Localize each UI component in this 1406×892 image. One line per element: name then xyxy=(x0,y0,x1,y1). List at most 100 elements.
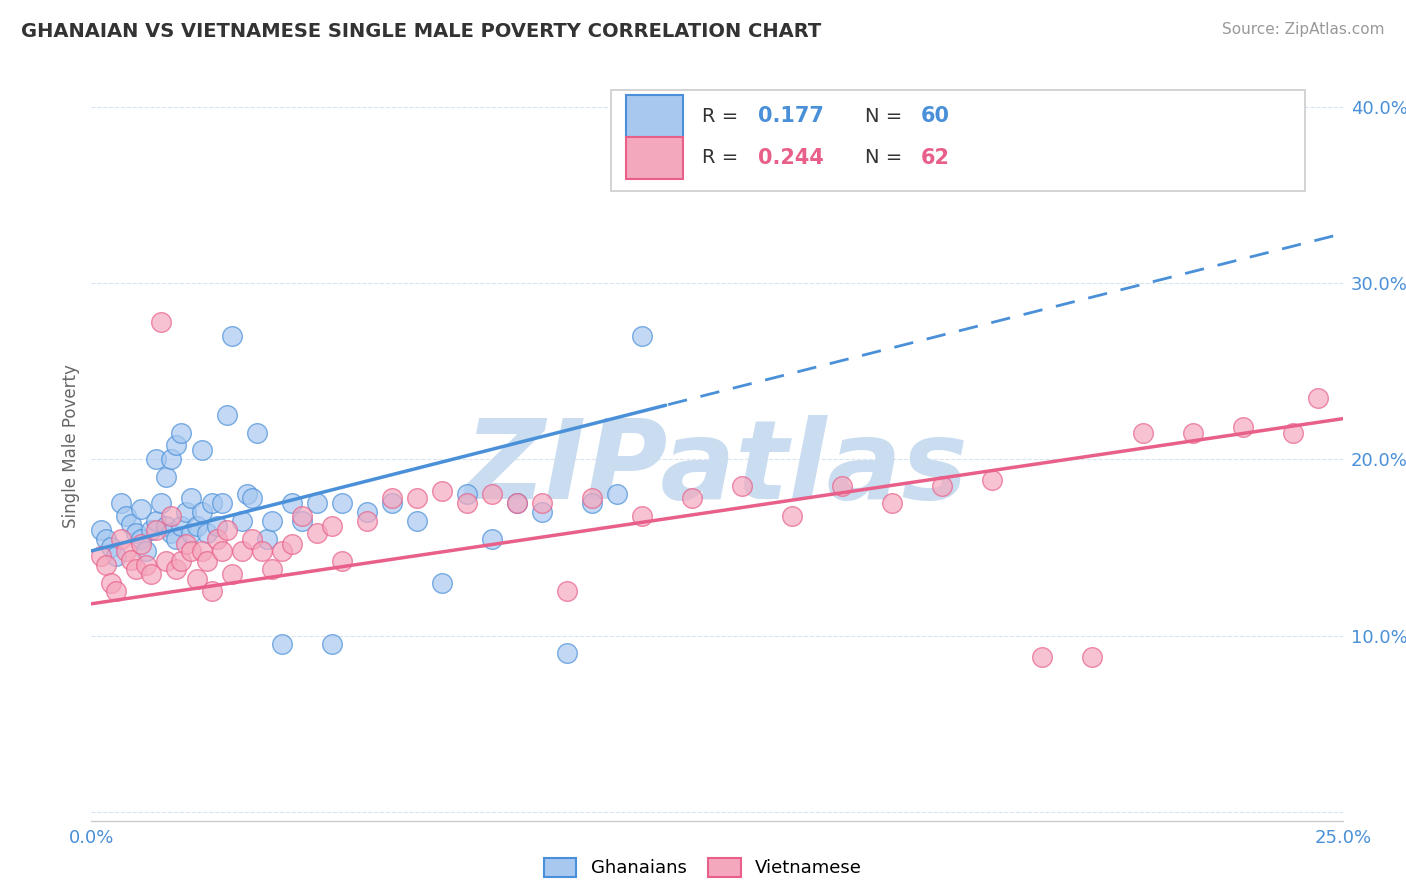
Point xyxy=(931,478,953,492)
Point xyxy=(305,526,328,541)
Point xyxy=(176,505,198,519)
Text: N =: N = xyxy=(865,148,908,167)
Point xyxy=(456,496,478,510)
Point xyxy=(430,575,453,590)
Point xyxy=(260,514,283,528)
Point xyxy=(481,532,503,546)
Point xyxy=(131,537,153,551)
Point xyxy=(581,491,603,505)
Text: 62: 62 xyxy=(921,147,950,168)
Point xyxy=(240,532,263,546)
Text: 60: 60 xyxy=(921,106,950,127)
Point xyxy=(260,561,283,575)
Point xyxy=(166,438,188,452)
Point xyxy=(356,505,378,519)
Point xyxy=(115,508,138,523)
Point xyxy=(145,523,167,537)
Point xyxy=(456,487,478,501)
Point xyxy=(606,487,628,501)
Point xyxy=(305,496,328,510)
Point xyxy=(882,496,904,510)
Point xyxy=(530,505,553,519)
Point xyxy=(166,532,188,546)
Point xyxy=(231,514,253,528)
Point xyxy=(211,544,233,558)
Point xyxy=(180,526,202,541)
Text: Source: ZipAtlas.com: Source: ZipAtlas.com xyxy=(1222,22,1385,37)
Point xyxy=(125,526,148,541)
Point xyxy=(555,584,578,599)
Point xyxy=(291,508,314,523)
Point xyxy=(655,117,678,131)
Point xyxy=(280,496,302,510)
Text: GHANAIAN VS VIETNAMESE SINGLE MALE POVERTY CORRELATION CHART: GHANAIAN VS VIETNAMESE SINGLE MALE POVER… xyxy=(21,22,821,41)
Point xyxy=(506,496,529,510)
Point xyxy=(731,478,754,492)
Point xyxy=(321,637,343,651)
Point xyxy=(321,519,343,533)
Point xyxy=(131,501,153,516)
Point xyxy=(150,496,173,510)
Point xyxy=(100,575,122,590)
Point xyxy=(170,554,193,568)
Point xyxy=(981,474,1004,488)
Point xyxy=(186,572,208,586)
FancyBboxPatch shape xyxy=(626,136,683,178)
Point xyxy=(155,470,177,484)
Point xyxy=(96,532,118,546)
Text: ZIPatlas: ZIPatlas xyxy=(465,415,969,522)
Point xyxy=(270,637,292,651)
Point xyxy=(195,554,218,568)
Point xyxy=(1181,425,1204,440)
Point xyxy=(155,554,177,568)
Point xyxy=(120,552,142,566)
Point xyxy=(221,328,243,343)
Legend: Ghanaians, Vietnamese: Ghanaians, Vietnamese xyxy=(537,850,869,885)
Point xyxy=(190,505,212,519)
Point xyxy=(1232,420,1254,434)
FancyBboxPatch shape xyxy=(610,90,1305,191)
Point xyxy=(245,425,267,440)
Point xyxy=(120,517,142,532)
Point xyxy=(211,496,233,510)
Point xyxy=(190,443,212,458)
Point xyxy=(100,541,122,555)
Point xyxy=(160,508,183,523)
Point xyxy=(430,483,453,498)
Point xyxy=(530,496,553,510)
Point xyxy=(135,544,157,558)
Point xyxy=(160,452,183,467)
Point xyxy=(1306,391,1329,405)
Point xyxy=(200,496,222,510)
Point xyxy=(280,537,302,551)
Point xyxy=(90,523,112,537)
Point xyxy=(1132,425,1154,440)
Point xyxy=(231,544,253,558)
Point xyxy=(405,491,427,505)
Text: 0.177: 0.177 xyxy=(758,106,824,127)
Point xyxy=(110,532,132,546)
Point xyxy=(555,646,578,660)
Point xyxy=(1031,649,1053,664)
Point xyxy=(190,544,212,558)
Point xyxy=(780,508,803,523)
Point xyxy=(581,496,603,510)
Point xyxy=(180,491,202,505)
Point xyxy=(681,491,703,505)
Point xyxy=(831,478,853,492)
Point xyxy=(330,554,353,568)
Point xyxy=(110,496,132,510)
Point xyxy=(195,526,218,541)
Point xyxy=(330,496,353,510)
Point xyxy=(176,537,198,551)
Point xyxy=(166,561,188,575)
Point xyxy=(631,328,654,343)
Point xyxy=(105,584,128,599)
Point xyxy=(170,425,193,440)
Point xyxy=(221,566,243,581)
Point xyxy=(141,566,163,581)
Point xyxy=(200,584,222,599)
Point xyxy=(256,532,278,546)
Point xyxy=(125,561,148,575)
Point xyxy=(135,558,157,572)
